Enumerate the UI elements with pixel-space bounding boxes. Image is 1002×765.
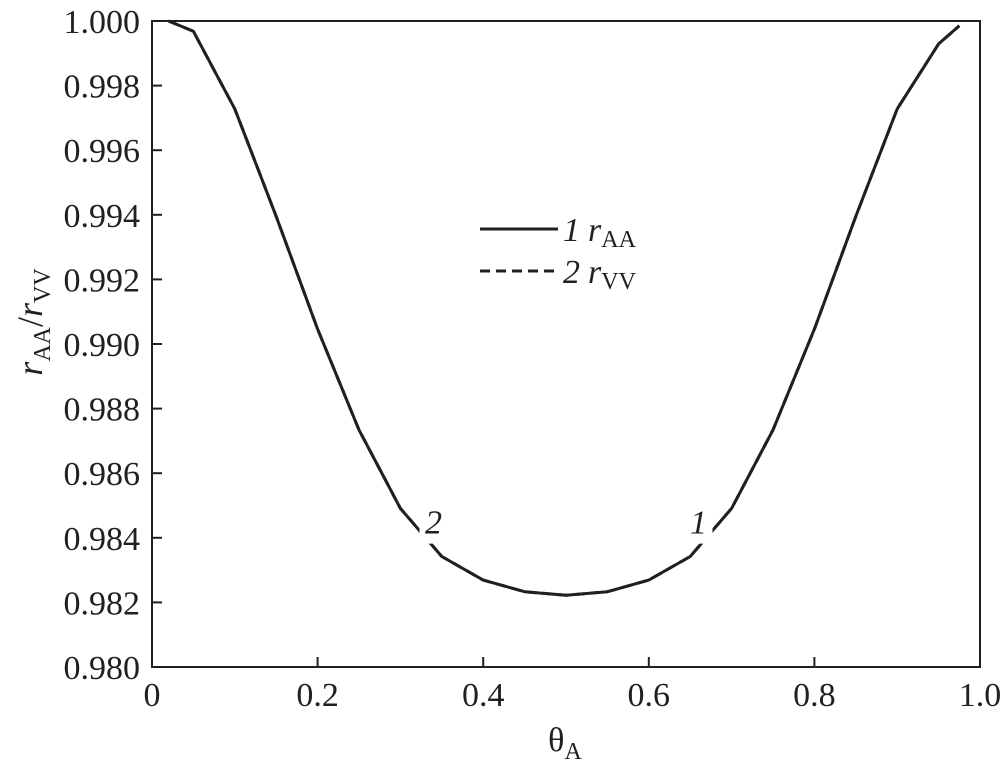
x-tick-label: 0 bbox=[144, 677, 161, 714]
y-axis-title-separator: / bbox=[10, 317, 50, 327]
x-tick-label: 0.6 bbox=[628, 677, 671, 714]
series-layer bbox=[168, 19, 961, 597]
legend-label: 2 rVV bbox=[563, 254, 637, 295]
legend-subscript: AA bbox=[601, 227, 636, 253]
legend-number: 2 bbox=[563, 254, 580, 291]
y-tick-label: 1.000 bbox=[64, 4, 141, 41]
curve-label-gap bbox=[684, 499, 713, 544]
curve-label-gap bbox=[419, 499, 448, 544]
curve-label-2: 2 bbox=[425, 505, 442, 542]
legend-symbol: r bbox=[588, 212, 602, 249]
legend-symbol: r bbox=[588, 254, 602, 291]
y-axis-title-numerator: r bbox=[10, 361, 50, 376]
y-tick-label: 0.998 bbox=[64, 69, 141, 106]
x-tick-label: 0.2 bbox=[296, 677, 339, 714]
legend-number: 1 bbox=[563, 212, 580, 249]
plot-frame bbox=[151, 20, 981, 668]
x-tick-label: 1.0 bbox=[959, 677, 1002, 714]
y-axis-title: rAA/rVV bbox=[10, 268, 56, 376]
legend-subscript: VV bbox=[601, 269, 636, 295]
x-tick-label: 0.4 bbox=[462, 677, 505, 714]
y-tick-label: 0.984 bbox=[64, 521, 141, 558]
x-axis-title-base: θ bbox=[548, 722, 564, 759]
legend-item-1: 1 rAA bbox=[480, 212, 637, 253]
x-axis-ticks: 0 0.2 0.4 0.6 0.8 1.0 bbox=[144, 657, 1002, 714]
y-axis-ticks: 0.980 0.982 0.984 0.986 0.988 0.990 0.992 0.994… bbox=[64, 4, 162, 687]
y-tick-label: 0.982 bbox=[64, 585, 141, 622]
curve-label-1: 1 bbox=[690, 505, 707, 542]
y-tick-label: 0.992 bbox=[64, 262, 141, 299]
x-axis-title: θA bbox=[548, 722, 582, 765]
y-axis-title-numerator-sub: AA bbox=[30, 326, 56, 361]
x-tick-label: 0.8 bbox=[793, 677, 836, 714]
legend-label: 1 rAA bbox=[563, 212, 637, 253]
y-tick-label: 0.980 bbox=[64, 650, 141, 687]
y-axis-title-denominator: r bbox=[10, 302, 50, 317]
y-axis-title-denominator-sub: VV bbox=[30, 268, 56, 303]
y-tick-label: 0.994 bbox=[64, 198, 141, 235]
series-line-2 bbox=[168, 19, 961, 597]
x-axis-title-subscript: A bbox=[564, 739, 582, 765]
series-line-1 bbox=[168, 19, 961, 597]
y-tick-label: 0.996 bbox=[64, 133, 141, 170]
y-tick-label: 0.988 bbox=[64, 392, 141, 429]
y-tick-label: 0.986 bbox=[64, 456, 141, 493]
y-tick-label: 0.990 bbox=[64, 327, 141, 364]
legend-item-2: 2 rVV bbox=[480, 254, 637, 295]
